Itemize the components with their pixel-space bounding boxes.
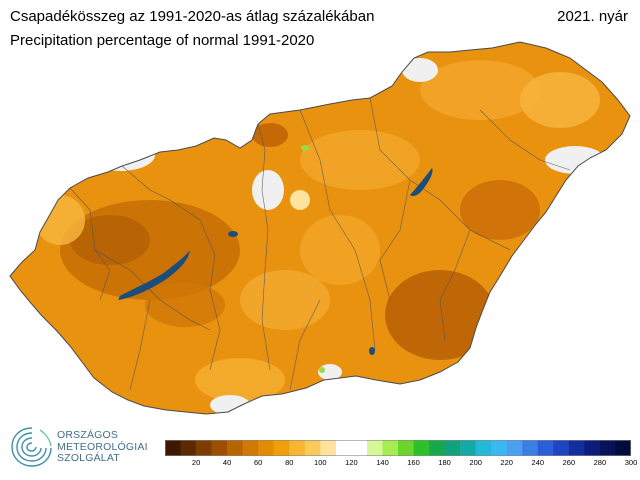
legend-tick-label: 160 — [407, 458, 420, 467]
org-name-line2: METEOROLÓGIAI — [57, 440, 148, 453]
legend-swatch — [289, 440, 306, 456]
legend-swatch — [460, 440, 476, 456]
legend-swatch — [351, 440, 368, 456]
legend-tick-label: 60 — [254, 458, 263, 467]
legend-tick-label: 20 — [191, 458, 201, 467]
legend-swatch — [599, 440, 616, 456]
legend-swatch — [180, 440, 197, 456]
legend-swatch — [398, 440, 414, 456]
logo-swirl-icon — [11, 427, 52, 467]
legend-frame — [165, 440, 631, 456]
legend-swatch — [165, 440, 181, 456]
legend-swatch — [335, 440, 352, 456]
omsz-logo — [11, 427, 52, 467]
legend-swatch — [382, 440, 399, 456]
legend-tick-label: 260 — [562, 458, 576, 467]
legend-swatch — [304, 440, 321, 456]
season-label: 2021. nyár — [557, 8, 628, 25]
legend-swatch — [553, 440, 570, 456]
legend-tick-label: 140 — [376, 458, 389, 467]
lake-balaton — [118, 250, 190, 300]
legend-tick-labels: 20 40 60 80 100 120 140 160 180 200 220 240 260 280 30… — [165, 458, 637, 470]
precipitation-anomaly-field — [35, 58, 605, 414]
legend-tick-label: 120 — [345, 458, 358, 467]
org-name-line1: ORSZÁGOS — [57, 429, 119, 441]
legend-tick-label: 220 — [500, 458, 513, 467]
legend-swatch — [537, 440, 554, 456]
legend-swatch — [273, 440, 290, 456]
legend-tick-label: 280 — [593, 458, 607, 467]
legend-swatch — [242, 440, 259, 456]
legend-swatch — [413, 440, 430, 456]
small-lake — [369, 347, 375, 355]
org-name-line3: SZOLGÁLAT — [57, 452, 120, 464]
legend-swatch — [258, 440, 275, 456]
legend-swatch — [227, 440, 243, 456]
county-borders — [69, 97, 571, 391]
legend-tick-label: 100 — [314, 458, 327, 467]
legend-swatch — [320, 440, 337, 456]
legend-tick-label: 80 — [285, 458, 294, 467]
legend-swatch — [366, 440, 383, 456]
legend-swatch — [615, 440, 631, 456]
legend-tick-label: 40 — [222, 458, 232, 467]
legend-swatch — [444, 440, 461, 456]
legend-tick-label: 300 — [624, 458, 638, 467]
legend-swatch — [475, 440, 492, 456]
legend-swatch — [522, 440, 539, 456]
legend-swatch — [568, 440, 585, 456]
legend-tick-label: 200 — [469, 458, 482, 467]
map-title-hungarian: Csapadékösszeg az 1991-2020-as átlag szá… — [10, 8, 375, 25]
legend-swatch — [584, 440, 601, 456]
organization-name: ORSZÁGOS METEOROLÓGIAI SZOLGÁLAT — [57, 429, 148, 465]
legend-tick-label: 180 — [438, 458, 451, 467]
legend-swatch — [491, 440, 508, 456]
map-title-english: Precipitation percentage of normal 1991-… — [10, 32, 315, 49]
legend-swatch — [211, 440, 228, 456]
color-scale-legend — [165, 440, 631, 456]
legend-swatch — [506, 440, 523, 456]
country-border — [9, 41, 631, 415]
lake-velence — [228, 231, 238, 237]
legend-swatch — [196, 440, 212, 456]
legend-swatch — [429, 440, 445, 456]
legend-tick-label: 240 — [531, 458, 545, 467]
lake-tisza — [410, 168, 433, 197]
